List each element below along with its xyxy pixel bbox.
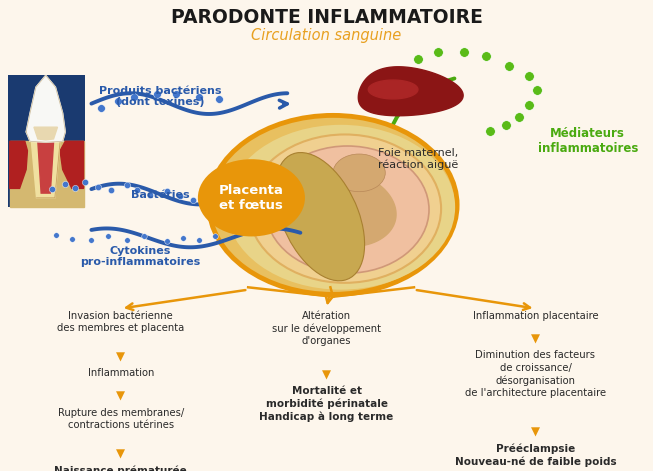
Text: Naissance prématurée: Naissance prématurée <box>54 465 187 471</box>
Text: Altération
sur le développement
d'organes: Altération sur le développement d'organe… <box>272 311 381 346</box>
Text: Inflammation: Inflammation <box>88 368 154 378</box>
Ellipse shape <box>266 146 429 273</box>
Text: Rupture des membranes/
contractions utérines: Rupture des membranes/ contractions utér… <box>57 408 184 430</box>
Text: PARODONTE INFLAMMATOIRE: PARODONTE INFLAMMATOIRE <box>170 8 483 27</box>
Text: ▼: ▼ <box>116 390 125 403</box>
Circle shape <box>227 125 455 290</box>
Circle shape <box>209 115 457 294</box>
Text: Mortalité et
morbidité périnatale
Handicap à long terme: Mortalité et morbidité périnatale Handic… <box>259 386 394 422</box>
Text: ▼: ▼ <box>531 426 540 439</box>
Polygon shape <box>31 141 60 198</box>
Text: Médiateurs
inflammatoires: Médiateurs inflammatoires <box>537 127 638 155</box>
Ellipse shape <box>276 153 364 281</box>
Polygon shape <box>26 75 65 142</box>
Text: Circulation sanguine: Circulation sanguine <box>251 28 402 43</box>
Text: Inflammation placentaire: Inflammation placentaire <box>473 311 598 321</box>
Ellipse shape <box>248 135 441 283</box>
Circle shape <box>333 154 385 192</box>
Polygon shape <box>60 141 84 188</box>
Text: ▼: ▼ <box>322 368 331 382</box>
Polygon shape <box>10 141 84 207</box>
Text: Prééclampsie
Nouveau-né de faible poids: Prééclampsie Nouveau-né de faible poids <box>454 444 616 467</box>
Text: ▼: ▼ <box>531 333 540 346</box>
Text: Diminution des facteurs
de croissance/
désorganisation
de l'architecture placent: Diminution des facteurs de croissance/ d… <box>465 350 606 398</box>
Text: Placenta
et fœtus: Placenta et fœtus <box>219 184 284 212</box>
Text: Invasion bactérienne
des membres et placenta: Invasion bactérienne des membres et plac… <box>57 311 184 333</box>
Text: ▼: ▼ <box>116 350 125 364</box>
FancyBboxPatch shape <box>8 75 85 207</box>
Text: Foie maternel,
réaction aiguë: Foie maternel, réaction aiguë <box>378 147 458 170</box>
Text: Bactéries: Bactéries <box>131 190 189 201</box>
Polygon shape <box>368 80 418 99</box>
Polygon shape <box>38 142 54 193</box>
Polygon shape <box>34 127 57 140</box>
Text: ▼: ▼ <box>116 447 125 461</box>
Circle shape <box>198 159 305 236</box>
Polygon shape <box>358 67 463 116</box>
Text: Cytokines
pro-inflammatoires: Cytokines pro-inflammatoires <box>80 246 200 268</box>
Polygon shape <box>10 141 27 188</box>
Polygon shape <box>325 175 396 246</box>
Text: Produits bactériens
(dont toxines): Produits bactériens (dont toxines) <box>99 86 221 107</box>
